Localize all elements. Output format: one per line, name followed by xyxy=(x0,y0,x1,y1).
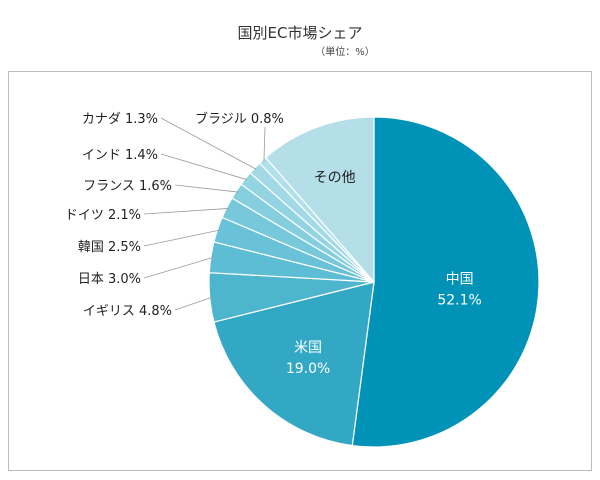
slice-label-9: ブラジル 0.8% xyxy=(195,111,284,127)
slice-value-0: 52.1% xyxy=(437,293,481,309)
slice-label-2: イギリス 4.8% xyxy=(83,304,172,319)
pie-slice-0 xyxy=(351,116,540,448)
slice-label-5: ドイツ 2.1% xyxy=(65,208,141,223)
chart-unit-note: （単位：%） xyxy=(315,47,375,58)
slice-label-6: フランス 1.6% xyxy=(83,179,172,194)
leader-line-3 xyxy=(143,257,213,279)
leader-line-9 xyxy=(263,126,266,162)
slice-value-1: 19.0% xyxy=(286,361,330,377)
chart-title: 国別EC市場シェア xyxy=(237,24,363,42)
pie-slice-10 xyxy=(264,116,375,284)
slice-label-10: その他 xyxy=(314,170,356,186)
slice-label-0: 中国 xyxy=(446,272,474,288)
leader-line-8 xyxy=(160,117,257,170)
slice-label-7: インド 1.4% xyxy=(82,148,158,163)
slice-label-4: 韓国 2.5% xyxy=(78,240,141,255)
slice-label-3: 日本 3.0% xyxy=(78,272,141,287)
pie-slice-1 xyxy=(213,281,375,447)
leader-line-4 xyxy=(143,229,220,247)
leader-line-2 xyxy=(174,296,212,311)
leader-line-6 xyxy=(174,184,239,193)
chart-frame xyxy=(8,71,592,471)
slice-label-1: 米国 xyxy=(294,340,322,356)
leader-line-7 xyxy=(160,153,248,181)
leader-line-5 xyxy=(143,208,229,215)
slice-label-8: カナダ 1.3% xyxy=(82,112,158,127)
